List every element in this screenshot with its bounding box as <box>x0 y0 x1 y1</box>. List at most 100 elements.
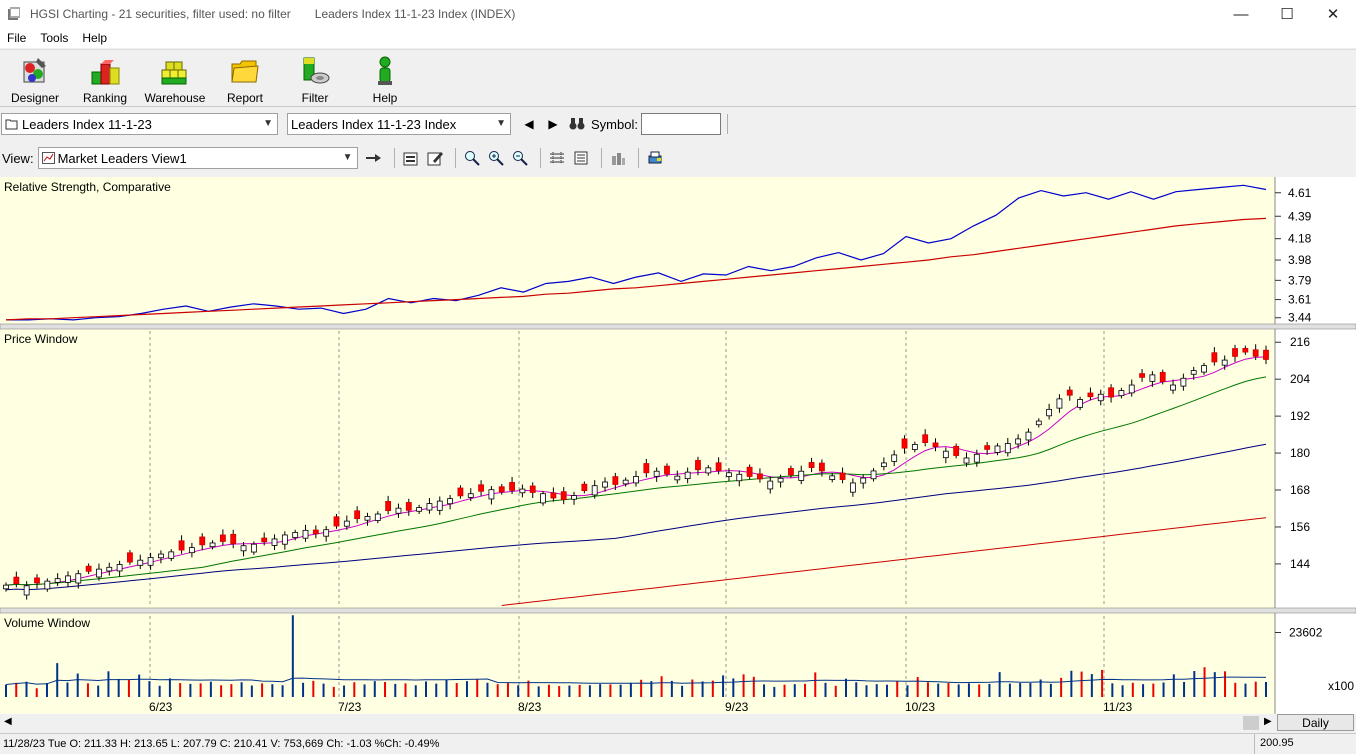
price-tick-label: 156 <box>1290 520 1310 534</box>
candle-body <box>13 576 20 585</box>
filter-button[interactable]: Filter <box>280 50 350 108</box>
period-button[interactable]: Daily <box>1277 714 1354 731</box>
binoculars-icon[interactable] <box>567 114 587 134</box>
candle-body <box>240 545 247 552</box>
designer-icon <box>23 58 46 83</box>
candle-body <box>385 501 392 512</box>
candle-body <box>880 462 887 468</box>
price-tick-label: 144 <box>1290 557 1310 571</box>
next-arrow-icon[interactable]: ▶ <box>548 117 558 131</box>
close-button[interactable]: ✕ <box>1326 6 1340 23</box>
candle-body <box>323 529 330 537</box>
candle-body <box>230 533 237 544</box>
status-divider <box>1254 734 1255 754</box>
candle-body <box>973 453 980 463</box>
chevron-down-icon: ▼ <box>496 118 506 129</box>
bar-chart-icon[interactable] <box>608 148 628 168</box>
pane-separator-rs[interactable] <box>0 323 1356 330</box>
volume-average-line <box>5 676 1267 685</box>
candle-body <box>819 462 825 472</box>
candle-body <box>695 460 701 471</box>
candle-body <box>23 585 30 596</box>
folder-icon <box>5 119 18 130</box>
help-label: Help <box>372 91 398 105</box>
candle-body <box>96 568 102 578</box>
candle-body <box>1025 431 1032 441</box>
axis-background <box>1275 177 1356 714</box>
candle-body <box>436 500 443 511</box>
scroll-left-icon[interactable]: ◀ <box>4 716 12 727</box>
warehouse-label: Warehouse <box>144 91 206 105</box>
help-button[interactable]: Help <box>350 50 420 108</box>
candle-body <box>261 537 268 543</box>
menu-help[interactable]: Help <box>82 31 108 45</box>
candle-body <box>85 565 92 572</box>
properties-icon[interactable] <box>401 148 421 168</box>
zoom-in-icon[interactable] <box>486 148 506 168</box>
x-axis-label: 10/23 <box>905 700 935 714</box>
chart-area[interactable]: Relative Strength, Comparative Price Win… <box>0 177 1356 714</box>
price-tick-label: 204 <box>1290 372 1310 386</box>
chart-view-icon <box>41 152 55 164</box>
magnify-icon[interactable] <box>462 148 482 168</box>
chart-canvas[interactable]: Relative Strength, Comparative Price Win… <box>0 177 1356 714</box>
candle-body <box>839 472 846 480</box>
view-dropdown-value: Market Leaders View1 <box>57 150 187 166</box>
menu-file[interactable]: File <box>7 31 27 45</box>
candle-body <box>1004 443 1011 454</box>
compress-icon[interactable] <box>547 148 567 168</box>
candle-body <box>219 534 226 542</box>
designer-button[interactable]: Designer <box>0 50 70 108</box>
menu-tools[interactable]: Tools <box>40 31 69 45</box>
ma-200-line <box>501 517 1267 606</box>
edit-icon[interactable] <box>425 148 445 168</box>
toolbar-separator <box>726 114 728 134</box>
candle-body <box>127 552 133 563</box>
candle-body <box>467 493 474 498</box>
price-pane-title: Price Window <box>4 332 78 346</box>
candle-body <box>622 479 629 485</box>
candle-body <box>1015 438 1022 445</box>
candle-body <box>860 477 867 484</box>
maximize-button[interactable]: ☐ <box>1280 6 1294 23</box>
report-button[interactable]: Report <box>210 50 280 108</box>
candle-body <box>199 536 206 546</box>
previous-arrow-icon[interactable]: ◀ <box>524 117 534 131</box>
list-icon[interactable] <box>571 148 591 168</box>
report-folder-icon <box>231 60 259 83</box>
chart-scrollbar-row: ◀ ▶ Daily <box>0 714 1356 732</box>
scroll-right-icon[interactable]: ▶ <box>1264 716 1272 727</box>
ranking-button[interactable]: Ranking <box>70 50 140 108</box>
rs-tick-label: 4.39 <box>1288 209 1312 223</box>
candle-body <box>281 534 288 545</box>
warehouse-button[interactable]: Warehouse <box>140 50 210 108</box>
candle-body <box>942 450 949 459</box>
minimize-button[interactable]: — <box>1233 5 1249 23</box>
pointing-hand-icon[interactable] <box>364 148 384 168</box>
toolbar-separator <box>600 148 602 168</box>
candle-body <box>529 485 536 493</box>
scrollbar-thumb[interactable] <box>1243 716 1259 730</box>
print-icon[interactable] <box>645 148 665 168</box>
pane-separator-volume[interactable] <box>0 607 1356 614</box>
candle-body <box>550 492 557 499</box>
candle-body <box>922 434 929 444</box>
view-dropdown[interactable]: Market Leaders View1 ▼ <box>37 147 358 169</box>
candle-body <box>911 444 918 450</box>
symbol-input[interactable] <box>640 113 721 135</box>
candle-body <box>354 510 361 520</box>
chevron-down-icon: ▼ <box>263 118 273 129</box>
candle-body <box>726 472 732 477</box>
status-right-value: 200.95 <box>1260 737 1294 749</box>
filter-label: Filter <box>301 91 329 105</box>
zoom-out-icon[interactable] <box>510 148 530 168</box>
volume-tick-label: 23602 <box>1289 625 1323 639</box>
candle-body <box>178 540 185 551</box>
candle-body <box>209 542 216 548</box>
list-dropdown[interactable]: Leaders Index 11-1-23 ▼ <box>1 113 278 135</box>
candle-body <box>106 566 113 572</box>
rs-tick-label: 3.44 <box>1288 311 1312 325</box>
security-dropdown[interactable]: Leaders Index 11-1-23 Index ▼ <box>287 113 511 135</box>
candle-body <box>292 532 299 538</box>
candle-body <box>405 502 412 511</box>
